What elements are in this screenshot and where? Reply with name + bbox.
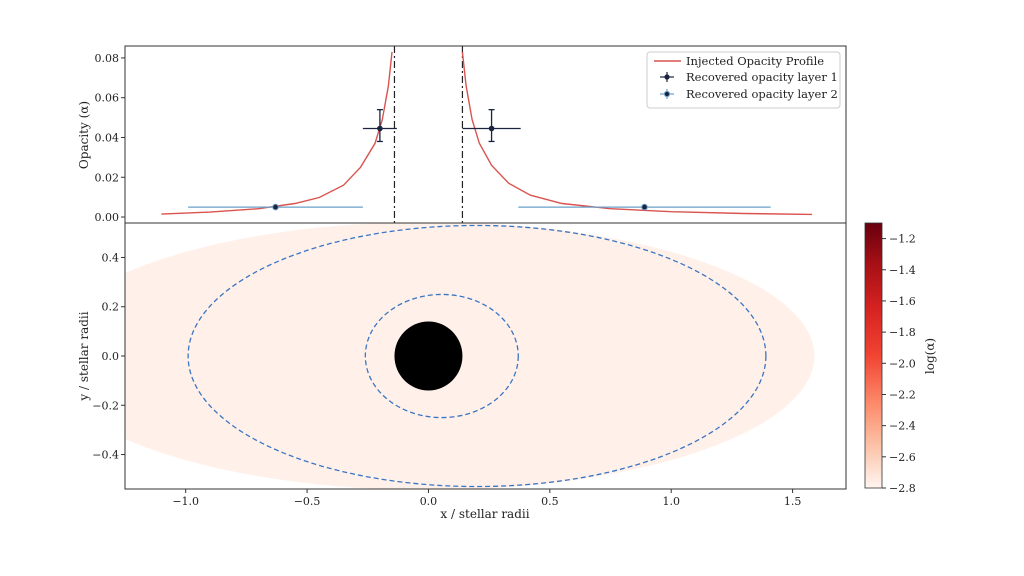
opacity-map-panel: −1.0 −0.5 0.0 0.5 1.0 1.5 −0.4 −0.2 0.0 0.2 0.4 x…	[77, 222, 847, 521]
legend-marker-layer2-icon	[660, 89, 674, 99]
xtick-label: 0.5	[541, 495, 559, 508]
xtick-label: −1.0	[172, 495, 199, 508]
colorbar-tick-label: −2.6	[889, 451, 916, 464]
colorbar-tick-label: −2.4	[889, 420, 916, 433]
ytick-label: −0.4	[92, 449, 119, 462]
legend: Injected Opacity Profile Recovered opaci…	[646, 51, 841, 109]
x-axis-label: x / stellar radii	[440, 507, 529, 521]
opacity-haze-map	[125, 223, 815, 489]
recovered-layer1-point-0	[362, 108, 397, 143]
colorbar-tick-label: −2.0	[889, 357, 916, 370]
colorbar-tick-label: −2.8	[889, 482, 916, 495]
data-point-marker	[377, 125, 383, 132]
opacity-contour-0	[364, 293, 519, 419]
legend-box	[646, 51, 841, 109]
colorbar-tick-label: −1.4	[889, 264, 916, 277]
ytick-label: 0.2	[102, 301, 120, 314]
legend-entry-layer1: Recovered opacity layer 1	[686, 70, 838, 84]
top-y-axis-label: Opacity (α)	[77, 101, 91, 169]
top-ytick-label: 0.08	[95, 52, 120, 65]
colorbar-label: log(α)	[923, 338, 937, 374]
top-ytick-label: 0.02	[95, 171, 120, 184]
colorbar: −1.2 −1.4 −1.6 −1.8 −2.0 −2.2 −2.4 −2.6 −2.8 log…	[864, 222, 937, 495]
recovered-layer1-point-1	[462, 108, 521, 143]
legend-marker-layer1-icon	[660, 72, 674, 82]
colorbar-tick-label: −1.8	[889, 326, 916, 339]
xtick-label: −0.5	[294, 495, 321, 508]
legend-entry-layer2: Recovered opacity layer 2	[686, 87, 838, 101]
colorbar-tick-label: −2.2	[889, 388, 916, 401]
colorbar-tick-label: −1.6	[889, 295, 916, 308]
ytick-label: 0.0	[102, 350, 120, 363]
colorbar-tick-label: −1.2	[889, 233, 916, 246]
xtick-label: 0.0	[420, 495, 438, 508]
planet-disk	[394, 321, 463, 391]
data-point-marker	[488, 125, 495, 132]
ytick-label: −0.2	[92, 399, 119, 412]
colorbar-gradient	[864, 222, 883, 489]
xtick-label: 1.5	[784, 495, 802, 508]
data-point-marker	[272, 203, 279, 211]
top-ytick-label: 0.00	[95, 211, 120, 224]
y-axis-label: y / stellar radii	[77, 311, 91, 401]
data-point-marker	[641, 203, 648, 211]
top-ytick-label: 0.04	[95, 131, 120, 144]
top-ytick-label: 0.06	[95, 92, 120, 105]
recovered-layer2-point-1	[518, 203, 771, 211]
ytick-label: 0.4	[102, 251, 120, 264]
opacity-contour-1	[187, 224, 767, 488]
injected-profile-right	[461, 51, 813, 216]
legend-entry-injected: Injected Opacity Profile	[686, 54, 824, 68]
xtick-label: 1.0	[662, 495, 680, 508]
recovered-layer2-point-0	[188, 203, 363, 211]
injected-profile-left	[161, 51, 393, 215]
opacity-profile-panel: 0.00 0.02 0.04 0.06 0.08 Opacity (α) Injecte…	[77, 45, 847, 224]
